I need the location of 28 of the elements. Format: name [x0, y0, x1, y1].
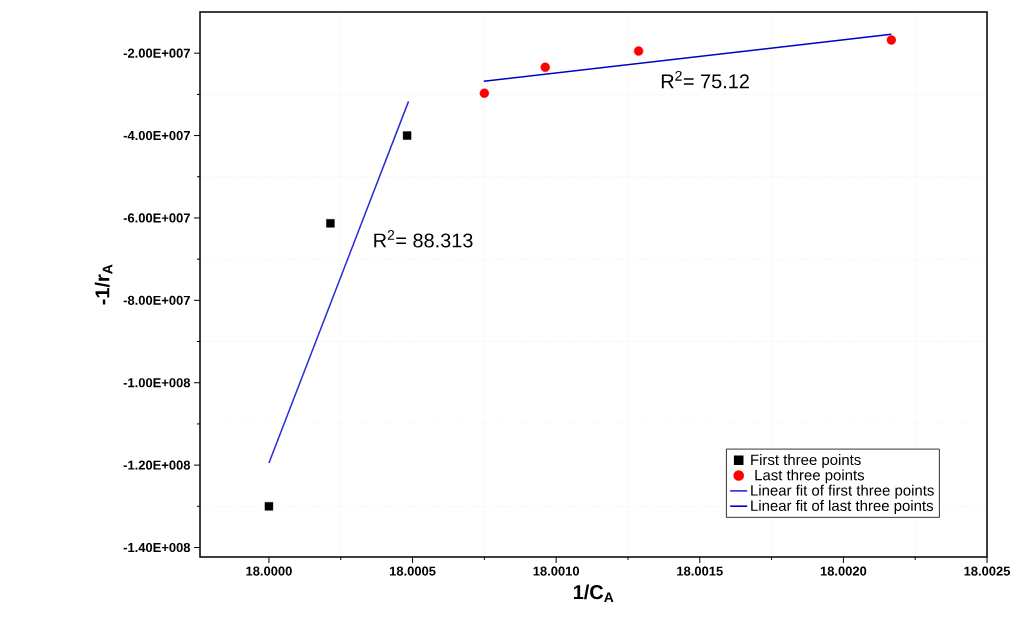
- y-tick-label: -6.00E+007: [123, 213, 190, 223]
- point: [402, 131, 412, 140]
- x-tick-label: 18.0025: [964, 566, 1011, 576]
- y-tick-label: -8.00E+007: [123, 295, 190, 305]
- annotation: R$^{2}$= 88.313: [374, 230, 473, 248]
- y-tick-label: -1.40E+008: [123, 542, 191, 553]
- legend-label: First three points: [751, 454, 861, 469]
- x-tick-label: 18.0020: [820, 566, 867, 576]
- point: [264, 502, 274, 511]
- point: [886, 35, 897, 45]
- point: [479, 88, 490, 98]
- x-axis-title: 1/C$_{A}$: [573, 584, 614, 603]
- y-tick-label: -1.00E+008: [123, 378, 191, 388]
- x-tick-label: 18.0015: [677, 566, 723, 576]
- x-tick-label: 18.0000: [246, 566, 292, 576]
- legend-label: Linear fit of last three points: [751, 500, 934, 514]
- legend-label: Linear fit of first three points: [751, 484, 934, 499]
- y-axis-title: -1/r$_{A}$: [94, 264, 113, 305]
- x-tick-label: 18.0010: [533, 566, 580, 576]
- legend-label: Last three points: [755, 469, 865, 484]
- point: [326, 219, 335, 228]
- x-tick-label: 18.0005: [389, 566, 436, 576]
- point: [633, 46, 644, 56]
- y-tick-label: -4.00E+007: [123, 130, 190, 141]
- point: [540, 62, 550, 72]
- y-tick-label: -2.00E+007: [123, 48, 190, 58]
- annotation: R$^{2}$= 75.12: [661, 70, 749, 89]
- y-tick-label: -1.20E+008: [123, 460, 191, 470]
